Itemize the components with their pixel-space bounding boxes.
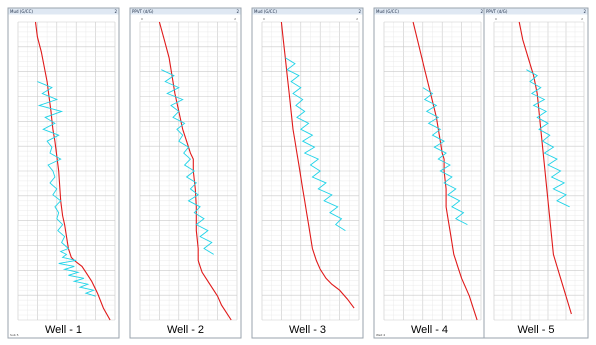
measured-curve xyxy=(285,57,346,231)
track-curve-name: Mud (G/CC) xyxy=(10,9,33,14)
track-scale-max: 2 xyxy=(480,9,483,14)
panel-header xyxy=(252,8,363,15)
measured-curve xyxy=(422,87,468,226)
panel-frame xyxy=(7,7,120,339)
panel-header xyxy=(374,8,485,15)
scale-max-label: 2 xyxy=(581,17,583,21)
panel-footer-note: Sub 5 xyxy=(10,333,19,337)
measured-curve xyxy=(37,81,96,297)
well-label: Well - 2 xyxy=(167,324,204,336)
track-curve-name: Mud (G/CC) xyxy=(254,9,277,14)
scale-max-label: 2 xyxy=(356,17,358,21)
well-label: Well - 3 xyxy=(289,324,326,336)
panel-frame xyxy=(129,7,242,339)
scale-max-label: 2 xyxy=(234,17,236,21)
panel-frame xyxy=(373,7,486,339)
panel-frame xyxy=(251,7,364,339)
well-panel-3: Mud (G/CC) 2 0 2 Well - 3 xyxy=(251,7,364,339)
scale-min-label: 0 xyxy=(495,17,497,21)
scale-min-label: 0 xyxy=(263,17,265,21)
panel-header xyxy=(484,8,588,15)
panel-header xyxy=(8,8,119,15)
panel-frame xyxy=(483,7,589,339)
well-panel-2: PPVT (d/G) 2 0 2 Well - 2 xyxy=(129,7,242,339)
measured-curve xyxy=(526,69,570,208)
track-curve-name: PPVT (d/G) xyxy=(486,9,508,14)
model-curve xyxy=(412,21,478,321)
track-scale-max: 2 xyxy=(583,9,586,14)
track-scale-max: 2 xyxy=(358,9,361,14)
well-panel-4: Mud (G/CC) 2 Well - 4 Well 4 xyxy=(373,7,486,339)
track-curve-name: Mud (G/CC) xyxy=(376,9,399,14)
panel-header xyxy=(130,8,241,15)
track-scale-max: 2 xyxy=(114,9,117,14)
measured-curve xyxy=(161,69,214,255)
well-label: Well - 4 xyxy=(411,324,448,336)
well-label: Well - 5 xyxy=(517,324,554,336)
panel-footer-note: Well 4 xyxy=(376,333,385,337)
model-curve xyxy=(280,21,355,309)
track-curve-name: PPVT (d/G) xyxy=(132,9,154,14)
model-curve xyxy=(158,21,232,321)
track-scale-max: 2 xyxy=(236,9,239,14)
well-label: Well - 1 xyxy=(45,324,82,336)
well-panel-1: Mud (G/CC) 2 Well - 1 Sub 5 xyxy=(7,7,120,339)
scale-min-label: 0 xyxy=(141,17,143,21)
model-curve xyxy=(518,21,572,315)
